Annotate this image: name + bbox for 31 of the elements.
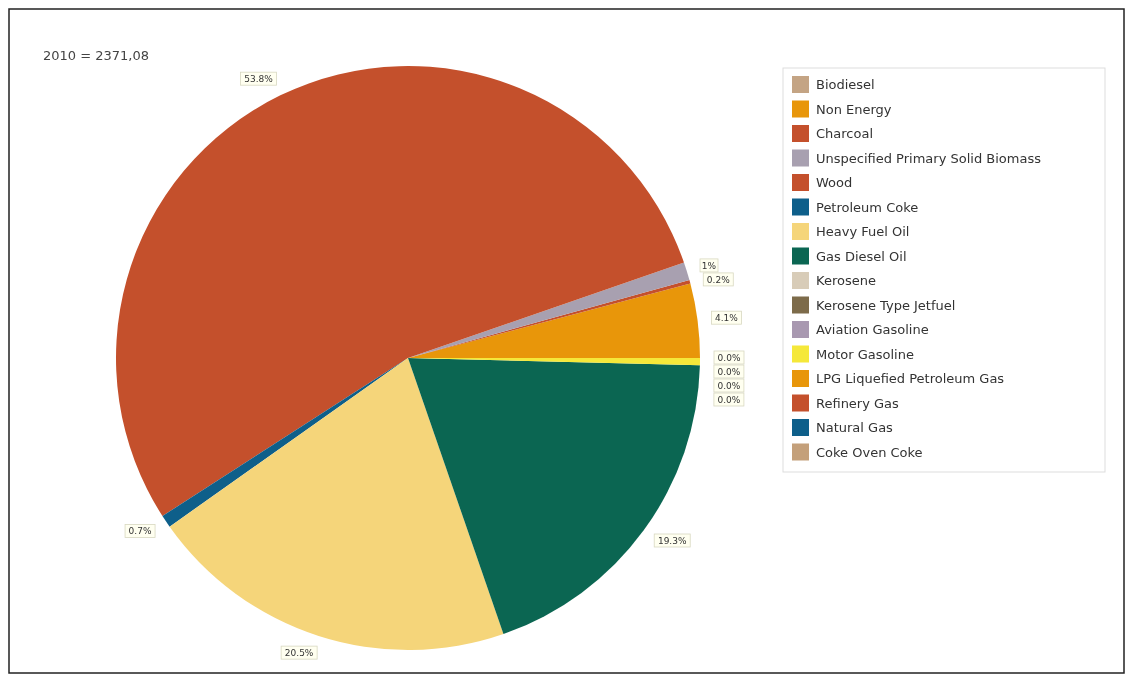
data-label: 19.3%	[657, 536, 687, 546]
legend-label: Natural Gas	[816, 420, 894, 435]
data-label: 20.5%	[284, 648, 314, 659]
legend-label: Coke Oven Coke	[816, 444, 923, 460]
legend-label: Aviation Gasoline	[816, 322, 929, 337]
legend-label: Wood	[816, 175, 853, 190]
text: 0.0%	[717, 367, 741, 377]
data-label: 0.2%	[706, 274, 731, 285]
legend-label: Petroleum Coke	[816, 199, 919, 215]
pie-slice	[408, 358, 700, 634]
legend-label: Charcoal	[816, 126, 874, 141]
legend-label: Non Energy	[816, 101, 892, 117]
legend-label: Gas Diesel Oil	[816, 248, 907, 264]
pie-slice	[169, 358, 504, 650]
legend-label: Kerosene Type Jetfuel	[816, 297, 956, 313]
pie-slice	[408, 262, 690, 358]
data-label: 4.1%	[714, 313, 739, 324]
chart-title: 2010 = 2371,08	[43, 48, 149, 63]
legend-label: Heavy Fuel Oil	[816, 224, 910, 239]
legend-label: Unspecified Primary Solid Biomass	[816, 150, 1042, 166]
text: 0.0%	[717, 395, 741, 405]
legend-label: LPG Liquefied Petroleum Gas	[816, 371, 1005, 386]
text: 0.0%	[717, 381, 741, 391]
legend-label: Motor Gasoline	[816, 346, 914, 362]
legend-label: Refinery Gas	[816, 395, 900, 411]
data-label: 53.8%	[244, 74, 274, 85]
data-label: 1%	[701, 260, 717, 271]
legend-label: Biodiesel	[816, 77, 875, 92]
text: 0.0%	[717, 353, 741, 363]
data-label: 0.7%	[128, 526, 152, 537]
legend-label: Kerosene	[816, 273, 876, 288]
